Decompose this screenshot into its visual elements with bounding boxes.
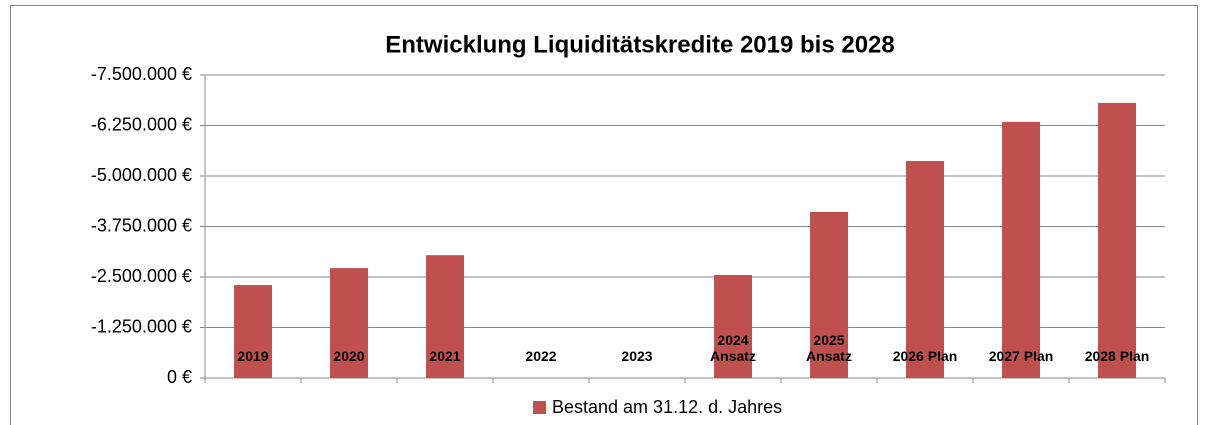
bar (714, 274, 752, 378)
legend-swatch (533, 401, 546, 414)
y-tick-label: -1.250.000 € (91, 316, 192, 336)
x-tick-label: 2022 (525, 348, 557, 364)
y-tick-label: -6.250.000 € (91, 114, 192, 134)
chart-title: Entwicklung Liquiditätskredite 2019 bis … (385, 31, 895, 58)
chart-frame (10, 5, 1198, 425)
bar (1002, 121, 1040, 378)
x-tick-label: 2027 Plan (988, 348, 1054, 364)
x-tick-label: 2019 (237, 348, 269, 364)
x-tick-label: 2020 (333, 348, 365, 364)
x-tick-label: 2028 Plan (1084, 348, 1150, 364)
y-tick-label: -2.500.000 € (91, 266, 192, 286)
bar (1098, 102, 1136, 378)
y-tick-label: -3.750.000 € (91, 215, 192, 235)
legend-label: Bestand am 31.12. d. Jahres (552, 397, 782, 417)
x-tick-label: 2023 (621, 348, 653, 364)
x-tick-label: 2024 Ansatz (710, 332, 756, 364)
bar (330, 268, 368, 378)
bar (234, 285, 272, 378)
y-tick-label: 0 € (167, 367, 192, 387)
x-tick-label: 2021 (429, 348, 461, 364)
bar (810, 211, 848, 378)
bar (906, 161, 944, 378)
x-tick-label: 2025 Ansatz (806, 332, 852, 364)
y-tick-label: -5.000.000 € (91, 165, 192, 185)
bar (426, 255, 464, 378)
x-tick-label: 2026 Plan (892, 348, 958, 364)
y-tick-label: -7.500.000 € (91, 64, 192, 84)
